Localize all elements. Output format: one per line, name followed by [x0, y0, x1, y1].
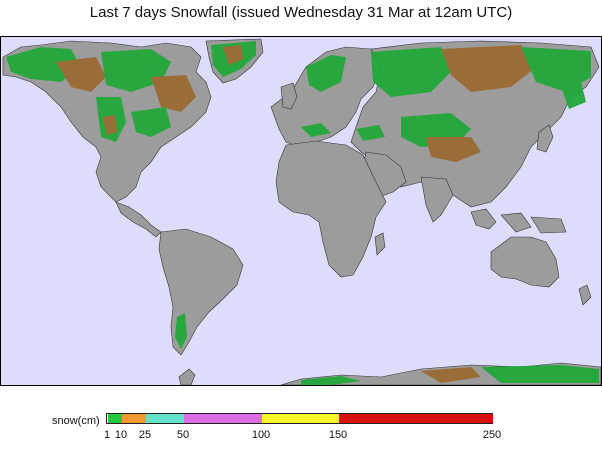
- india-landmass: [420, 176, 454, 223]
- snow-patch-great-lakes: [131, 107, 171, 137]
- legend-tick-250: 250: [482, 429, 502, 441]
- snow-patch-rockies-brown: [103, 115, 117, 135]
- snow-patch-siberia: [441, 45, 536, 92]
- australia-landmass: [490, 236, 560, 288]
- snow-patch-antarctica-1: [301, 376, 361, 385]
- legend-tick-10: 10: [114, 429, 128, 441]
- legend-band-1-10: [108, 414, 122, 423]
- snow-patch-russia-west: [371, 47, 451, 97]
- new-zealand-landmass: [578, 284, 592, 306]
- snow-patch-greenland-brown: [223, 45, 243, 65]
- central-america-landmass: [115, 201, 162, 238]
- legend-band-100-150: [262, 414, 339, 423]
- southeast-asia-islands: [470, 208, 567, 234]
- legend-band-150-250: [339, 414, 493, 423]
- legend-unit-label: snow(cm): [52, 415, 100, 427]
- legend-band-25-50: [146, 414, 184, 423]
- snowfall-legend: snow(cm) 1 10 25 50 100 150 250: [0, 400, 602, 457]
- madagascar-landmass: [374, 232, 386, 256]
- snow-patch-antarctica-2: [421, 367, 481, 383]
- legend-band-10-25: [122, 414, 146, 423]
- snow-patch-scandinavia: [306, 55, 346, 92]
- snow-patch-antarctica-3: [481, 365, 599, 383]
- snow-patch-caucasus: [356, 125, 385, 141]
- british-isles-landmass: [280, 82, 298, 110]
- snow-patch-alaska: [6, 47, 81, 82]
- snow-patch-canada-west: [56, 57, 106, 92]
- snowfall-overlay: [6, 41, 599, 385]
- legend-tick-1: 1: [103, 429, 111, 441]
- legend-tick-150: 150: [328, 429, 348, 441]
- snow-patch-siberia-east: [521, 47, 591, 92]
- legend-color-bar: [106, 413, 493, 424]
- world-snowfall-map[interactable]: [0, 36, 602, 386]
- snow-patch-tibet: [426, 137, 481, 162]
- legend-band-50-100: [184, 414, 262, 423]
- legend-tick-50: 50: [176, 429, 190, 441]
- world-map-svg: [1, 37, 601, 385]
- snow-patch-kamchatka: [561, 82, 586, 109]
- legend-tick-25: 25: [138, 429, 152, 441]
- snow-patch-canada-east: [151, 75, 196, 112]
- japan-landmass: [536, 124, 554, 153]
- snow-patch-alps: [301, 123, 331, 137]
- map-title: Last 7 days Snowfall (issued Wednesday 3…: [89, 4, 513, 21]
- antarctic-peninsula: [178, 368, 196, 385]
- snow-patch-andes: [175, 313, 187, 349]
- legend-tick-100: 100: [251, 429, 271, 441]
- africa-landmass: [275, 140, 387, 278]
